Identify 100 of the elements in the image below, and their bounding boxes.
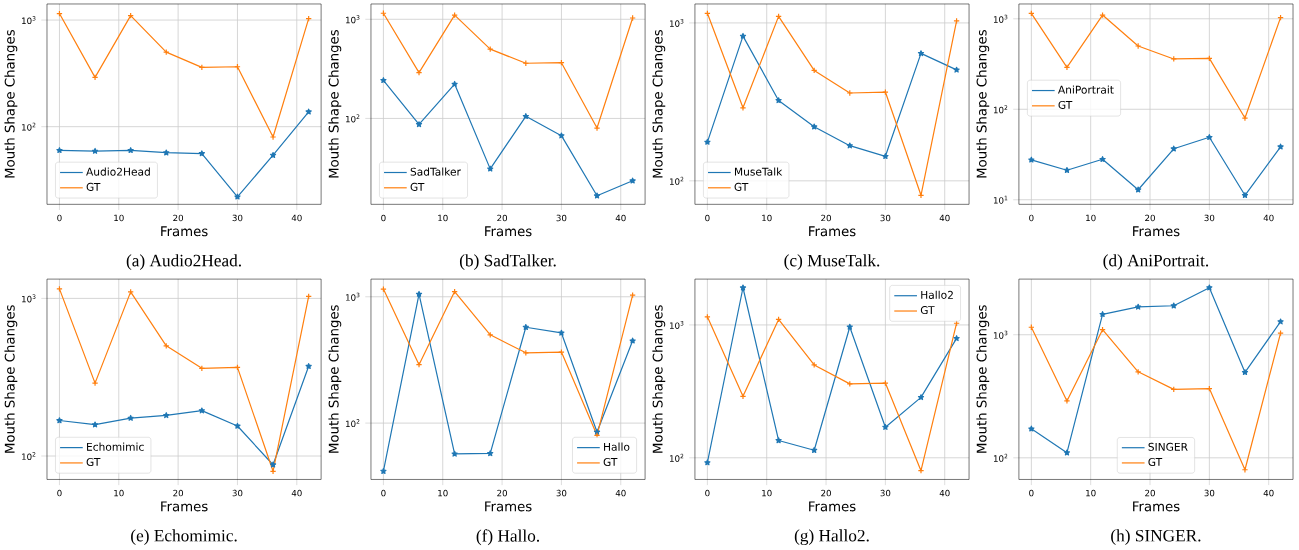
point [775, 97, 782, 104]
y-tick-label: 10$^{3}$ [669, 18, 684, 27]
legend-label: Hallo [604, 442, 630, 451]
point [234, 193, 241, 200]
x-tick-label: 0 [705, 214, 710, 222]
x-tick-label: 30 [1204, 214, 1215, 222]
point [1277, 143, 1284, 150]
point [415, 290, 423, 297]
point [1206, 284, 1213, 291]
point [163, 48, 170, 56]
point [739, 104, 747, 111]
x-tick-label: 20 [821, 214, 831, 222]
text: (b) SadTalker. [459, 254, 556, 270]
point [593, 124, 601, 132]
point [739, 392, 747, 400]
legend-label: GT [920, 305, 935, 315]
point [127, 288, 134, 296]
point [846, 380, 854, 388]
y-tick-label: 10$^{3}$ [22, 294, 36, 303]
point [1206, 133, 1213, 140]
point [953, 66, 960, 73]
y-tick-label: 10$^{3}$ [993, 14, 1008, 23]
x-tick-label: 0 [381, 489, 386, 497]
x-axis-title: Frames [809, 501, 856, 512]
point [269, 467, 277, 475]
x-tick-label: 20 [497, 489, 508, 497]
point [882, 379, 889, 387]
point [1241, 191, 1249, 198]
point [56, 146, 63, 153]
point [1170, 302, 1177, 309]
point [1241, 466, 1249, 473]
text: (e) Echomimic. [131, 529, 237, 545]
point [593, 428, 601, 435]
legend-label: GT [734, 182, 749, 191]
y-tick-label: 10$^{3}$ [346, 15, 360, 24]
y-tick-label: 10$^{3}$ [346, 292, 360, 301]
point [522, 323, 529, 330]
point [1028, 156, 1035, 163]
point [305, 108, 312, 115]
text: (g) Hallo2. [794, 529, 869, 545]
x-tick-label: 20 [1145, 214, 1155, 222]
text: (f) Hallo. [476, 529, 540, 546]
text: (h) SINGER. [1111, 529, 1201, 545]
point [198, 63, 206, 71]
x-tick-label: 10 [1086, 214, 1096, 222]
point [127, 146, 134, 153]
x-tick-label: 30 [556, 489, 567, 497]
x-tick-label: 30 [556, 214, 567, 222]
point [917, 467, 925, 474]
point [1135, 186, 1142, 193]
point [269, 133, 277, 141]
y-tick-label: 10$^{3}$ [22, 15, 36, 24]
point [775, 437, 782, 444]
x-tick-label: 10 [762, 489, 772, 497]
point [1170, 55, 1178, 63]
point [91, 421, 99, 428]
x-tick-label: 0 [1029, 489, 1034, 497]
point [739, 32, 747, 39]
x-tick-label: 40 [615, 214, 626, 222]
point [198, 150, 205, 157]
point [882, 152, 889, 159]
y-tick-label: 10$^{2}$ [346, 114, 360, 123]
point [739, 284, 747, 291]
x-axis-title: Frames [809, 226, 856, 237]
point [487, 450, 494, 457]
legend-label: Audio2Head [86, 167, 150, 176]
legend-label: SadTalker [410, 167, 461, 176]
x-tick-label: 10 [762, 214, 772, 222]
point [1135, 303, 1142, 310]
y-tick-label: 10$^{2}$ [669, 176, 684, 185]
point [163, 412, 170, 419]
x-tick-label: 30 [232, 214, 243, 222]
point [558, 329, 565, 336]
point [487, 165, 494, 172]
point [1063, 166, 1071, 173]
point [415, 361, 423, 368]
point [953, 335, 960, 342]
y-tick-label: 10$^{2}$ [22, 451, 36, 460]
point [629, 337, 636, 344]
point [1277, 318, 1284, 325]
y-axis-title: Mouth Shape Changes [328, 29, 342, 178]
y-axis-title: Mouth Shape Changes [4, 305, 18, 453]
y-tick-label: 10$^{2}$ [993, 453, 1008, 462]
point [198, 364, 206, 372]
x-tick-label: 10 [114, 489, 124, 497]
point [593, 192, 601, 199]
legend-label: Hallo2 [921, 290, 953, 299]
point [91, 147, 99, 154]
x-tick-label: 0 [381, 214, 386, 222]
x-tick-label: 30 [232, 489, 243, 497]
point [1063, 449, 1071, 456]
x-tick-label: 10 [438, 489, 448, 497]
point [846, 89, 854, 97]
x-tick-label: 20 [821, 489, 831, 497]
point [234, 422, 241, 429]
y-axis-title: Mouth Shape Changes [976, 305, 990, 453]
x-axis-title: Frames [1133, 501, 1180, 512]
y-axis-title: Mouth Shape Changes [652, 305, 666, 453]
point [522, 112, 529, 119]
point [451, 450, 458, 457]
